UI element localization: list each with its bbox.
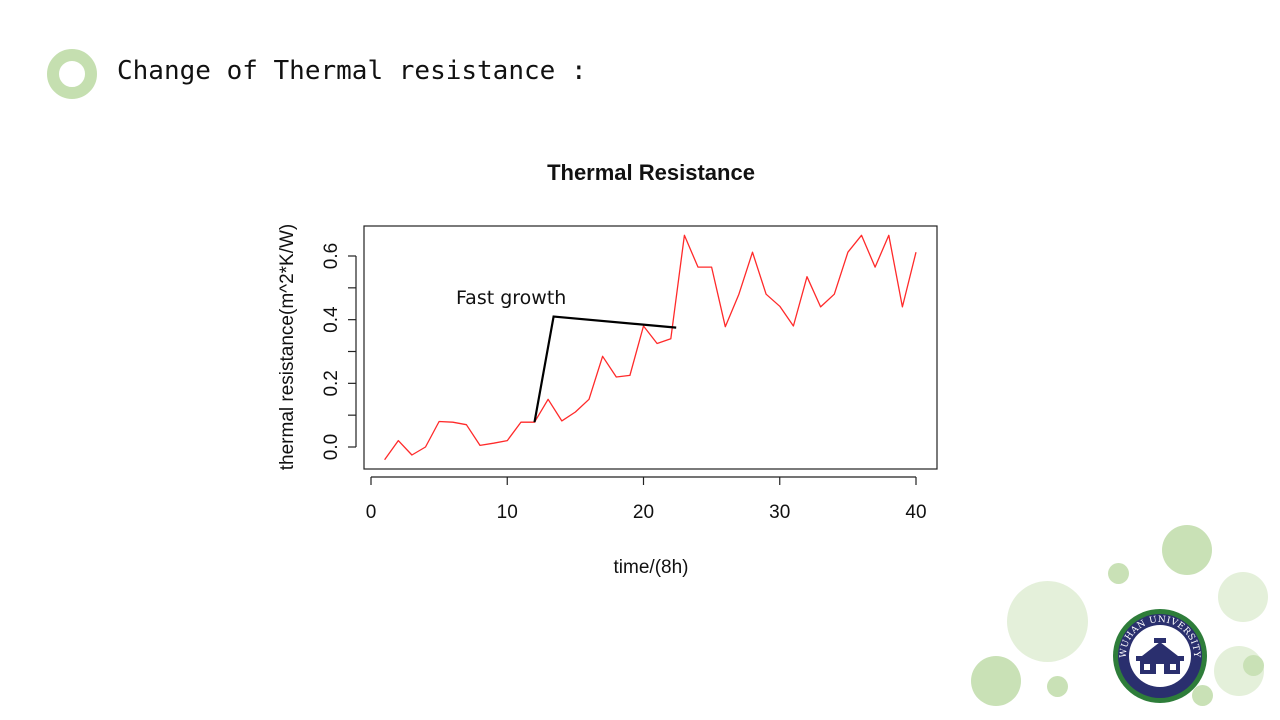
deco-circle <box>1192 685 1213 706</box>
y-axis-label: thermal resistance(m^2*K/W) <box>277 224 298 470</box>
deco-circle <box>1108 563 1129 584</box>
x-tick-label: 10 <box>497 502 518 523</box>
annotation-label: Fast growth <box>456 287 566 309</box>
y-axis: 0.0 0.2 0.4 0.6 <box>321 243 357 460</box>
y-tick-label: 0.4 <box>321 306 342 333</box>
x-tick-label: 40 <box>905 502 926 523</box>
deco-circle <box>1007 581 1088 662</box>
deco-circle <box>1047 676 1068 697</box>
annotation-line <box>533 315 677 423</box>
plot-frame <box>363 225 938 470</box>
deco-circle <box>1162 525 1212 575</box>
series-thermal-resistance <box>384 234 917 461</box>
series-line <box>384 234 917 461</box>
y-tick-label: 0.2 <box>321 370 342 396</box>
y-tick-label: 0.0 <box>321 434 342 460</box>
deco-circle <box>971 656 1021 706</box>
slide-title: Change of Thermal resistance : <box>117 56 587 86</box>
annotation: Fast growth <box>456 287 677 423</box>
x-tick-label: 0 <box>366 502 377 523</box>
deco-circle <box>1218 572 1268 622</box>
university-seal-logo: WUHAN UNIVERSITY <box>1113 609 1207 703</box>
chart-title: Thermal Resistance <box>547 160 755 185</box>
deco-circle <box>1243 655 1264 676</box>
x-tick-label: 30 <box>769 502 790 523</box>
x-axis-label: time/(8h) <box>614 557 689 578</box>
x-axis: 0 10 20 30 40 <box>366 476 927 523</box>
x-tick-label: 20 <box>633 502 654 523</box>
y-tick-label: 0.6 <box>321 243 342 269</box>
